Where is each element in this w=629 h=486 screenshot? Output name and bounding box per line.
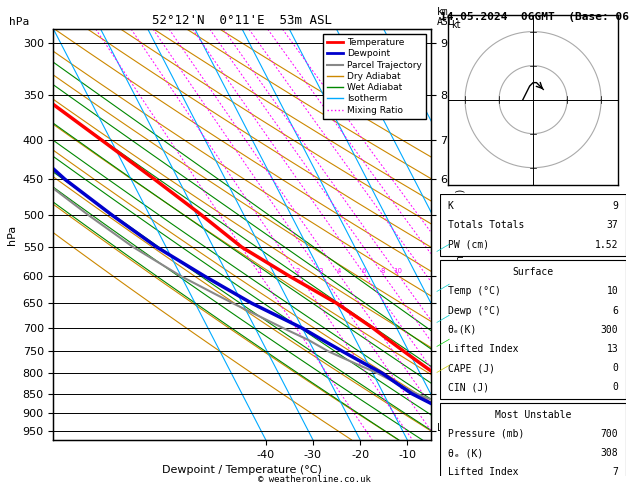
Text: 14.05.2024  06GMT  (Base: 06): 14.05.2024 06GMT (Base: 06) <box>440 12 629 22</box>
Text: kt: kt <box>452 20 461 30</box>
Text: PW (cm): PW (cm) <box>448 240 489 250</box>
Text: Temp (°C): Temp (°C) <box>448 286 501 296</box>
Bar <box>440 194 626 256</box>
Text: 10: 10 <box>607 286 618 296</box>
Text: 7: 7 <box>613 468 618 477</box>
Text: 308: 308 <box>601 448 618 458</box>
Text: © weatheronline.co.uk: © weatheronline.co.uk <box>258 474 371 484</box>
Text: ——: —— <box>434 311 453 327</box>
Text: 6: 6 <box>362 267 366 274</box>
Text: ——: —— <box>434 361 453 377</box>
Text: 300: 300 <box>601 325 618 335</box>
Text: Lifted Index: Lifted Index <box>448 468 518 477</box>
Text: LCL: LCL <box>437 422 454 433</box>
Text: Pressure (mb): Pressure (mb) <box>448 429 524 439</box>
Text: Totals Totals: Totals Totals <box>448 221 524 230</box>
Text: 4: 4 <box>337 267 341 274</box>
Text: 3: 3 <box>319 267 323 274</box>
X-axis label: Dewpoint / Temperature (°C): Dewpoint / Temperature (°C) <box>162 465 322 475</box>
Text: CAPE (J): CAPE (J) <box>448 363 495 373</box>
Text: 1.52: 1.52 <box>595 240 618 250</box>
Text: 0: 0 <box>613 382 618 392</box>
Text: ——: —— <box>434 279 453 295</box>
Text: 0: 0 <box>613 363 618 373</box>
Text: 37: 37 <box>607 221 618 230</box>
Text: Dewp (°C): Dewp (°C) <box>448 306 501 315</box>
Text: Surface: Surface <box>513 267 554 277</box>
Text: ——: —— <box>434 334 453 350</box>
Text: 2: 2 <box>295 267 299 274</box>
Text: km
ASL: km ASL <box>437 7 455 27</box>
Text: 10: 10 <box>392 267 402 274</box>
Text: 13: 13 <box>607 344 618 354</box>
Text: Mixing Ratio (g/kg): Mixing Ratio (g/kg) <box>456 189 466 280</box>
Y-axis label: hPa: hPa <box>7 225 17 244</box>
Title: 52°12'N  0°11'E  53m ASL: 52°12'N 0°11'E 53m ASL <box>152 14 332 27</box>
Legend: Temperature, Dewpoint, Parcel Trajectory, Dry Adiabat, Wet Adiabat, Isotherm, Mi: Temperature, Dewpoint, Parcel Trajectory… <box>323 34 426 119</box>
Text: K: K <box>448 201 454 211</box>
Bar <box>440 260 626 399</box>
Text: Most Unstable: Most Unstable <box>495 410 571 420</box>
Text: CIN (J): CIN (J) <box>448 382 489 392</box>
Text: θₑ(K): θₑ(K) <box>448 325 477 335</box>
Text: θₑ (K): θₑ (K) <box>448 448 483 458</box>
Text: hPa: hPa <box>9 17 30 27</box>
Text: 9: 9 <box>613 201 618 211</box>
Text: 700: 700 <box>601 429 618 439</box>
Text: ——: —— <box>434 239 453 255</box>
Bar <box>440 403 626 486</box>
Text: 1: 1 <box>257 267 262 274</box>
Text: Lifted Index: Lifted Index <box>448 344 518 354</box>
Text: 8: 8 <box>380 267 385 274</box>
Text: 6: 6 <box>613 306 618 315</box>
